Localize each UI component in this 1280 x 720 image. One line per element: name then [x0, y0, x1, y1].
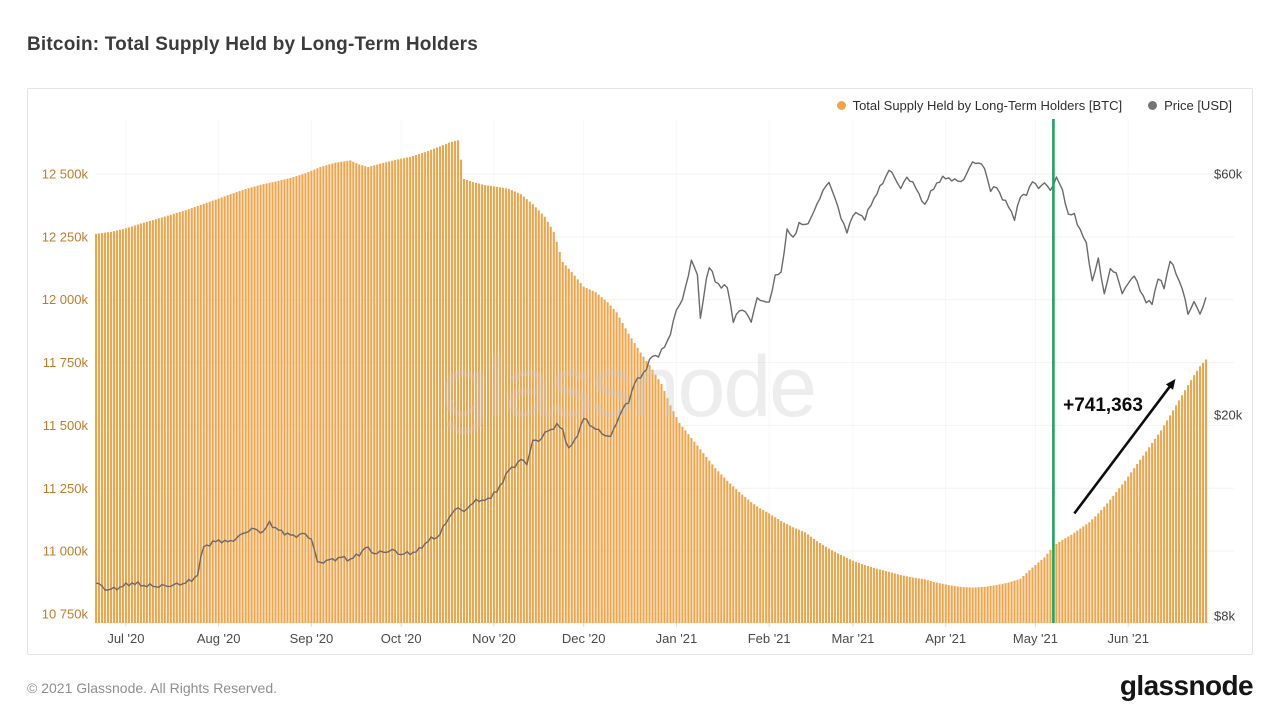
chart-panel: Total Supply Held by Long-Term Holders […	[27, 88, 1253, 655]
left-axis-tick-label: 11 000k	[43, 544, 89, 559]
annotation-label: +741,363	[1063, 395, 1143, 416]
chart-plot-area[interactable]: glassnode +741,363 12 500k 12 250k 12 000k 11…	[28, 89, 1252, 654]
right-axis-tick-label: $60k	[1214, 167, 1243, 182]
x-axis-tick-label: Oct '20	[381, 631, 422, 646]
left-axis-tick-label: 11 250k	[43, 481, 89, 496]
legend-price-label: Price [USD]	[1164, 98, 1232, 113]
page-title: Bitcoin: Total Supply Held by Long-Term …	[27, 34, 478, 55]
left-axis-tick-label: 12 500k	[42, 167, 89, 182]
chart-legend: Total Supply Held by Long-Term Holders […	[836, 98, 1232, 113]
right-axis-tick-label: $20k	[1214, 408, 1243, 423]
watermark-text: glassnode	[441, 339, 815, 435]
x-axis-tick-label: Nov '20	[472, 631, 516, 646]
x-axis-tick-label: Feb '21	[748, 631, 791, 646]
supply-series-dot-icon	[836, 101, 846, 110]
left-axis-tick-label: 11 500k	[43, 418, 89, 433]
x-axis-tick-label: Aug '20	[197, 631, 241, 646]
legend-supply-label: Total Supply Held by Long-Term Holders […	[852, 98, 1123, 113]
x-axis-tick-label: Mar '21	[831, 631, 874, 646]
left-axis-tick-label: 12 250k	[42, 229, 89, 244]
page-footer: © 2021 Glassnode. All Rights Reserved. g…	[0, 662, 1280, 712]
annotation-arrow	[1073, 378, 1176, 515]
x-axis-labels: Jul '20 Aug '20 Sep '20 Oct '20 Nov '20 Dec '…	[107, 623, 1149, 646]
x-axis-tick-label: Jul '20	[107, 631, 144, 646]
price-line-series[interactable]	[95, 161, 1207, 591]
x-axis-tick-label: May '21	[1013, 631, 1058, 646]
legend-item-price[interactable]: Price [USD]	[1148, 98, 1232, 113]
x-axis-tick-label: Apr '21	[925, 631, 966, 646]
glassnode-logo: glassnode	[1119, 670, 1254, 701]
left-axis-tick-label: 10 750k	[42, 606, 89, 621]
x-axis-tick-label: Sep '20	[290, 631, 334, 646]
legend-item-supply[interactable]: Total Supply Held by Long-Term Holders […	[836, 98, 1123, 113]
x-axis-tick-label: Dec '20	[562, 631, 606, 646]
x-axis-tick-label: Jan '21	[656, 631, 698, 646]
left-axis-labels: 12 500k 12 250k 12 000k 11 750k 11 500k 11 25…	[42, 167, 89, 622]
copyright-text: © 2021 Glassnode. All Rights Reserved.	[27, 680, 278, 696]
right-axis-tick-label: $8k	[1214, 609, 1235, 624]
left-axis-tick-label: 11 750k	[43, 355, 89, 370]
supply-bars-series[interactable]	[94, 140, 1208, 624]
price-series-dot-icon	[1148, 101, 1158, 110]
left-axis-tick-label: 12 000k	[42, 292, 89, 307]
x-axis-tick-label: Jun '21	[1107, 631, 1149, 646]
right-axis-labels: $60k $20k $8k	[1214, 167, 1243, 624]
